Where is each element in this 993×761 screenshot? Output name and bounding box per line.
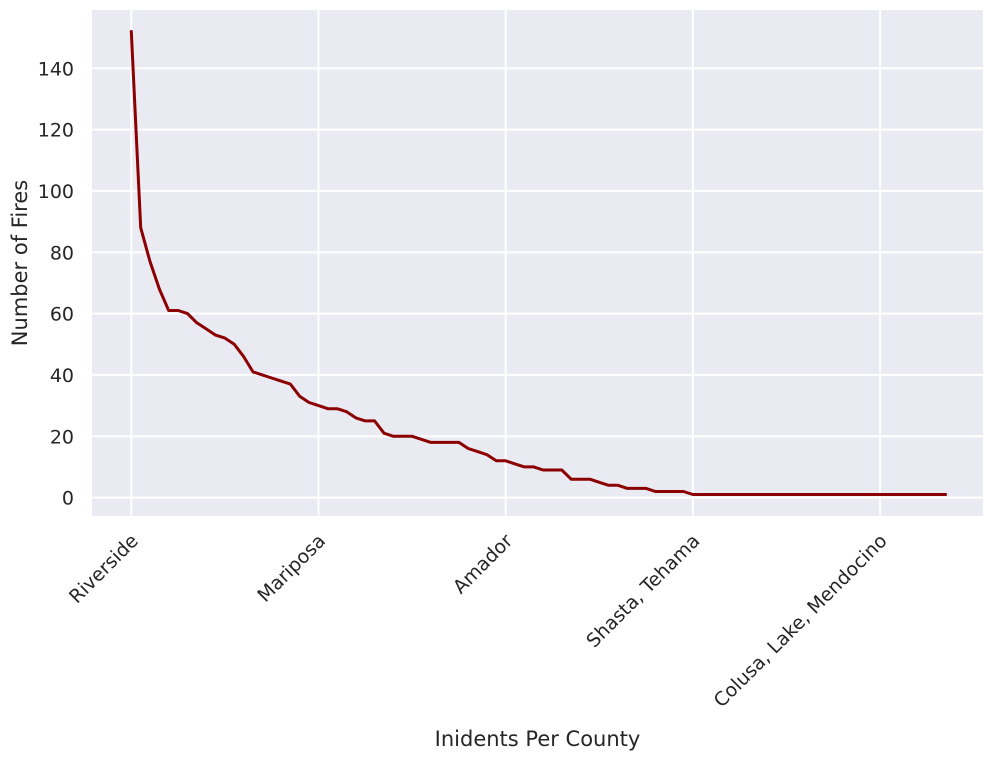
plot-area xyxy=(92,10,983,516)
y-tick-label: 80 xyxy=(50,242,74,264)
x-tick-label: Shasta, Tehama xyxy=(582,530,704,652)
y-tick-label: 20 xyxy=(50,426,74,448)
y-axis-label: Number of Fires xyxy=(8,180,32,346)
y-axis-ticks: 0 20 40 60 80 100 120 140 xyxy=(38,58,74,509)
x-axis-ticks: Riverside Mariposa Amador Shasta, Tehama Col… xyxy=(65,530,892,712)
x-tick-label: Riverside xyxy=(65,530,143,608)
series-layer xyxy=(129,30,948,496)
y-tick-label: 140 xyxy=(38,58,74,80)
y-tick-label: 40 xyxy=(50,365,74,387)
x-tick-label: Amador xyxy=(449,530,517,598)
x-tick-label: Mariposa xyxy=(253,530,330,607)
x-tick-label: Colusa, Lake, Mendocino xyxy=(710,530,892,712)
y-tick-label: 100 xyxy=(38,181,74,203)
series-line xyxy=(129,30,948,496)
x-axis-label: Inidents Per County xyxy=(435,727,641,751)
y-tick-label: 60 xyxy=(50,304,74,326)
grid xyxy=(92,10,983,516)
y-tick-label: 0 xyxy=(62,488,74,510)
y-tick-label: 120 xyxy=(38,120,74,142)
